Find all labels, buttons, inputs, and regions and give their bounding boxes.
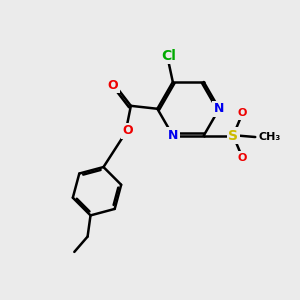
Text: O: O — [107, 79, 118, 92]
Text: S: S — [228, 129, 238, 142]
Text: O: O — [123, 124, 133, 137]
Text: CH₃: CH₃ — [258, 132, 281, 142]
Text: N: N — [168, 129, 178, 142]
Text: O: O — [237, 153, 247, 163]
Text: O: O — [237, 109, 247, 118]
Text: Cl: Cl — [161, 49, 176, 62]
Text: N: N — [214, 102, 224, 115]
